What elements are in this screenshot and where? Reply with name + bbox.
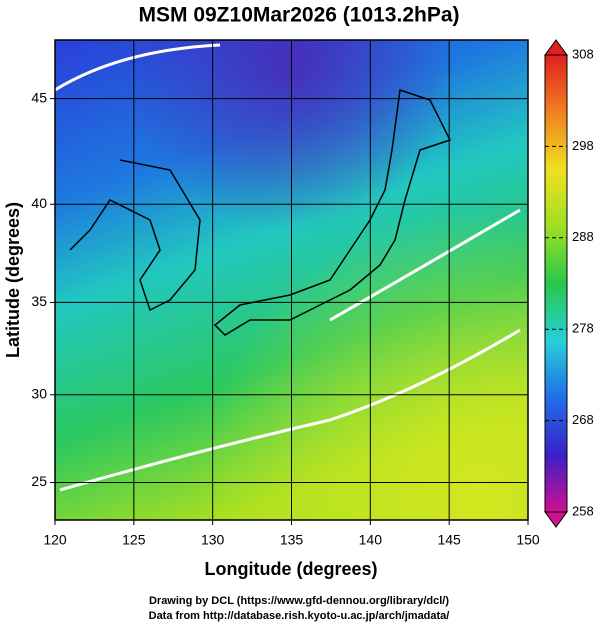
x-tick-label: 135 [280, 532, 304, 548]
x-tick-label: 140 [359, 532, 383, 548]
x-tick-label: 145 [437, 532, 461, 548]
y-tick-label: 40 [31, 195, 47, 211]
footer-source: Data from http://database.rish.kyoto-u.a… [149, 610, 450, 622]
x-axis-label: Longitude (degrees) [204, 559, 377, 579]
x-tick-label: 130 [201, 532, 225, 548]
x-tick-label: 150 [516, 532, 540, 548]
colorbar-tick-label: 288 [572, 229, 594, 244]
y-tick-label: 35 [31, 293, 47, 309]
title: MSM 09Z10Mar2026 (1013.2hPa) [139, 4, 460, 27]
isotherm [59, 328, 521, 492]
colorbar-max-arrow [544, 39, 568, 56]
colorbar-tick-label: 308 [572, 46, 594, 61]
y-tick-label: 30 [31, 385, 47, 401]
colorbar-tick-label: 258 [572, 503, 594, 518]
coastline [69, 159, 201, 312]
colorbar [544, 54, 568, 513]
colorbar-min-arrow [544, 511, 568, 528]
colorbar-tick-label: 268 [572, 412, 594, 427]
y-tick-label: 45 [31, 89, 47, 105]
y-axis-label: Latitude (degrees) [3, 202, 23, 358]
footer-credit: Drawing by DCL (https://www.gfd-dennou.o… [149, 595, 449, 607]
x-tick-label: 125 [122, 532, 146, 548]
isotherm [55, 43, 221, 92]
y-tick-label: 25 [31, 473, 47, 489]
isotherm [329, 208, 521, 322]
colorbar-tick-label: 298 [572, 138, 594, 153]
x-tick-label: 120 [43, 532, 67, 548]
colorbar-tick-label: 278 [572, 321, 594, 336]
coastline [213, 89, 452, 336]
